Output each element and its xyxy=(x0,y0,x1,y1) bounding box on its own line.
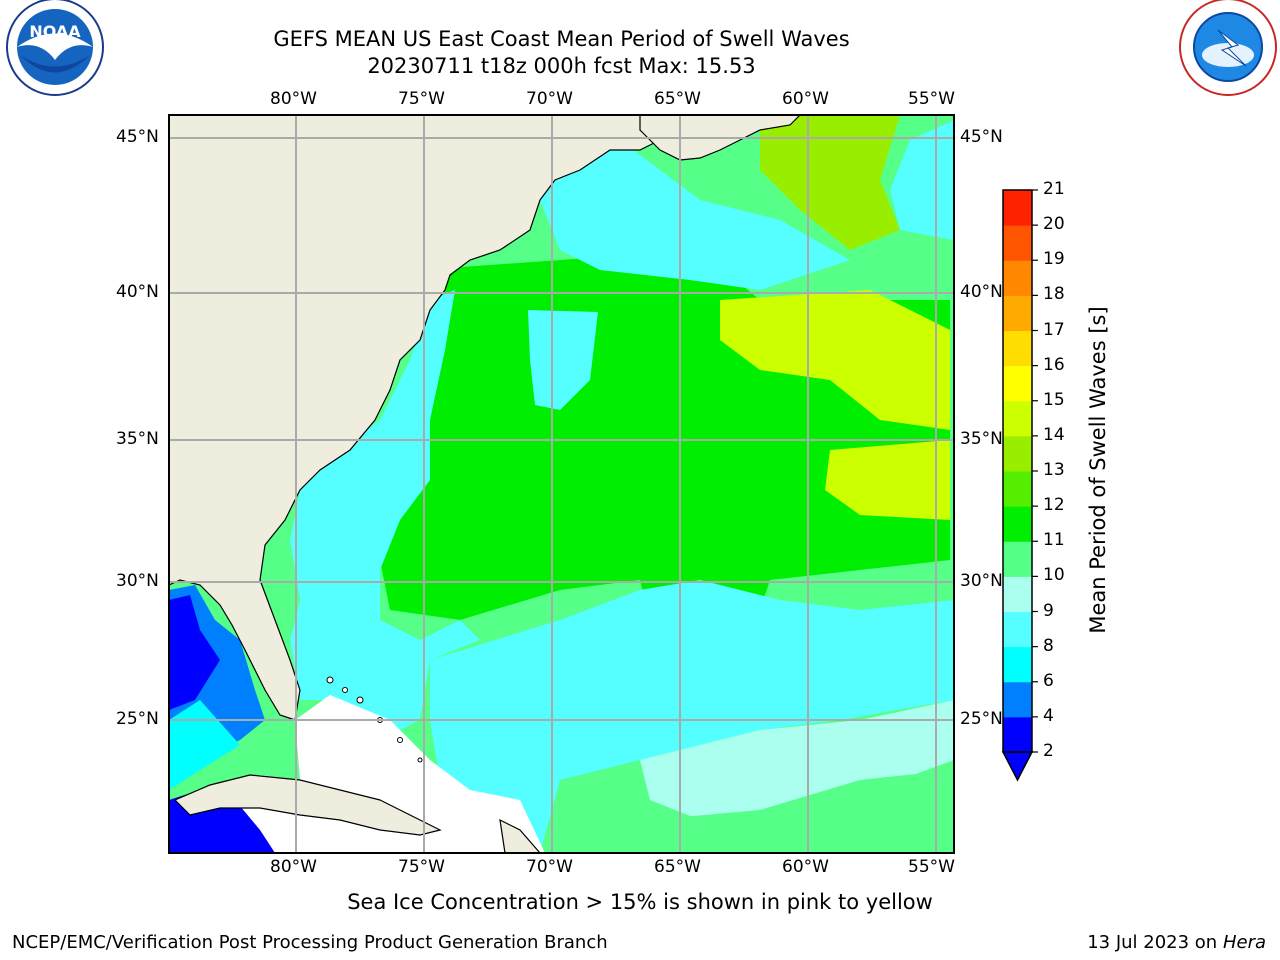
colorbar-segment xyxy=(1003,506,1032,542)
colorbar-segment xyxy=(1003,435,1032,472)
colorbar-segment xyxy=(1003,400,1032,437)
lat-label-left: 25°N xyxy=(116,709,159,729)
lat-label-right: 25°N xyxy=(960,709,1003,729)
lat-label-right: 45°N xyxy=(960,127,1003,147)
map-area xyxy=(169,115,954,853)
colorbar-tick-label: 15 xyxy=(1043,389,1065,410)
colorbar-segment xyxy=(1003,471,1032,507)
lon-label-bottom: 55°W xyxy=(908,857,955,877)
colorbar-segment xyxy=(1003,190,1032,226)
lat-label-left: 45°N xyxy=(116,127,159,147)
lon-label-bottom: 75°W xyxy=(398,857,445,877)
colorbar-tick-label: 18 xyxy=(1043,284,1065,305)
colorbar-segment xyxy=(1003,716,1032,753)
lon-label-bottom: 60°W xyxy=(782,857,829,877)
colorbar-segment xyxy=(1003,260,1032,296)
colorbar-tick-label: 11 xyxy=(1043,530,1065,551)
colorbar-tick-label: 2 xyxy=(1043,741,1054,761)
colorbar-tick-label: 17 xyxy=(1043,319,1065,340)
colorbar-segment xyxy=(1003,225,1032,261)
footer-date: 13 Jul 2023 on Hera xyxy=(1087,932,1266,953)
land-cuba xyxy=(173,774,442,836)
lon-label-top: 70°W xyxy=(526,89,573,109)
lat-label-left: 30°N xyxy=(116,571,159,591)
colorbar-tick-label: 6 xyxy=(1043,670,1054,691)
colorbar-tick-label: 9 xyxy=(1043,600,1054,621)
sea-ice-note: Sea Ice Concentration > 15% is shown in … xyxy=(347,890,933,914)
lat-label-right: 35°N xyxy=(960,429,1003,449)
cyan-pocket xyxy=(528,310,598,410)
colorbar-tick-label: 12 xyxy=(1043,495,1065,516)
colorbar-segment xyxy=(1003,330,1032,367)
cyan-ne-corner xyxy=(890,120,954,240)
colorbar-under-arrow xyxy=(1001,751,1034,782)
colorbar-tick-label: 21 xyxy=(1043,179,1065,199)
lat-label-left: 40°N xyxy=(116,282,159,302)
map-frame xyxy=(168,114,955,854)
colorbar-segment xyxy=(1003,576,1032,612)
footer-date-text: 13 Jul 2023 on xyxy=(1087,932,1218,953)
nws-logo-icon xyxy=(1179,0,1277,96)
cyan-north xyxy=(540,140,850,290)
lat-label-left: 35°N xyxy=(116,429,159,449)
colorbar-segment xyxy=(1003,681,1032,718)
gulf-cyan xyxy=(169,700,240,790)
lat-label-right: 40°N xyxy=(960,282,1003,302)
lon-label-bottom: 65°W xyxy=(654,857,701,877)
colorbar-segment xyxy=(1003,611,1032,648)
lat-label-right: 30°N xyxy=(960,571,1003,591)
colorbar-tick-label: 14 xyxy=(1043,424,1065,445)
lon-label-top: 55°W xyxy=(908,89,955,109)
gulf-deep xyxy=(169,595,220,710)
colorbar xyxy=(1001,189,1038,782)
colorbar-tick-label: 8 xyxy=(1043,635,1054,656)
graticule xyxy=(169,115,954,853)
colorbar-tick-label: 16 xyxy=(1043,354,1065,375)
land-us xyxy=(169,115,701,721)
colorbar-tick-label: 19 xyxy=(1043,249,1065,270)
lon-label-bottom: 70°W xyxy=(526,857,573,877)
land-hispaniola xyxy=(499,818,541,853)
lon-label-top: 65°W xyxy=(654,89,701,109)
chart-title: GEFS MEAN US East Coast Mean Period of S… xyxy=(273,27,850,51)
colorbar-tick-label: 4 xyxy=(1043,705,1054,726)
footer-host: Hera xyxy=(1222,932,1266,953)
noaa-logo-icon: NOAA xyxy=(6,0,104,96)
lon-label-bottom: 80°W xyxy=(270,857,317,877)
lon-label-top: 60°W xyxy=(782,89,829,109)
light-south xyxy=(640,700,954,820)
colorbar-segment xyxy=(1003,541,1032,577)
colorbar-segment xyxy=(1003,365,1032,402)
chart-subtitle: 20230711 t18z 000h fcst Max: 15.53 xyxy=(367,54,756,78)
swell-zone-yellow-mid xyxy=(720,290,950,430)
colorbar-tick-label: 10 xyxy=(1043,565,1065,586)
colorbar-segment xyxy=(1003,295,1032,331)
swell-zone-yellow-ne xyxy=(760,115,900,250)
colorbar-tick-label: 20 xyxy=(1043,214,1065,235)
noaa-logo-text: NOAA xyxy=(29,22,81,41)
cyan-south xyxy=(430,580,954,853)
cyan-coastal xyxy=(290,290,480,740)
swell-zone-yellow-e xyxy=(825,440,950,520)
caribbean-blank xyxy=(169,695,545,853)
colorbar-label: Mean Period of Swell Waves [s] xyxy=(1086,306,1110,634)
lon-label-top: 80°W xyxy=(270,89,317,109)
footer-credit: NCEP/EMC/Verification Post Processing Pr… xyxy=(12,932,608,953)
colorbar-tick-label: 13 xyxy=(1043,460,1065,480)
green-south xyxy=(640,770,954,853)
colorbar-segment xyxy=(1003,646,1032,683)
lon-label-top: 75°W xyxy=(398,89,445,109)
bahamas-islands xyxy=(326,676,423,763)
